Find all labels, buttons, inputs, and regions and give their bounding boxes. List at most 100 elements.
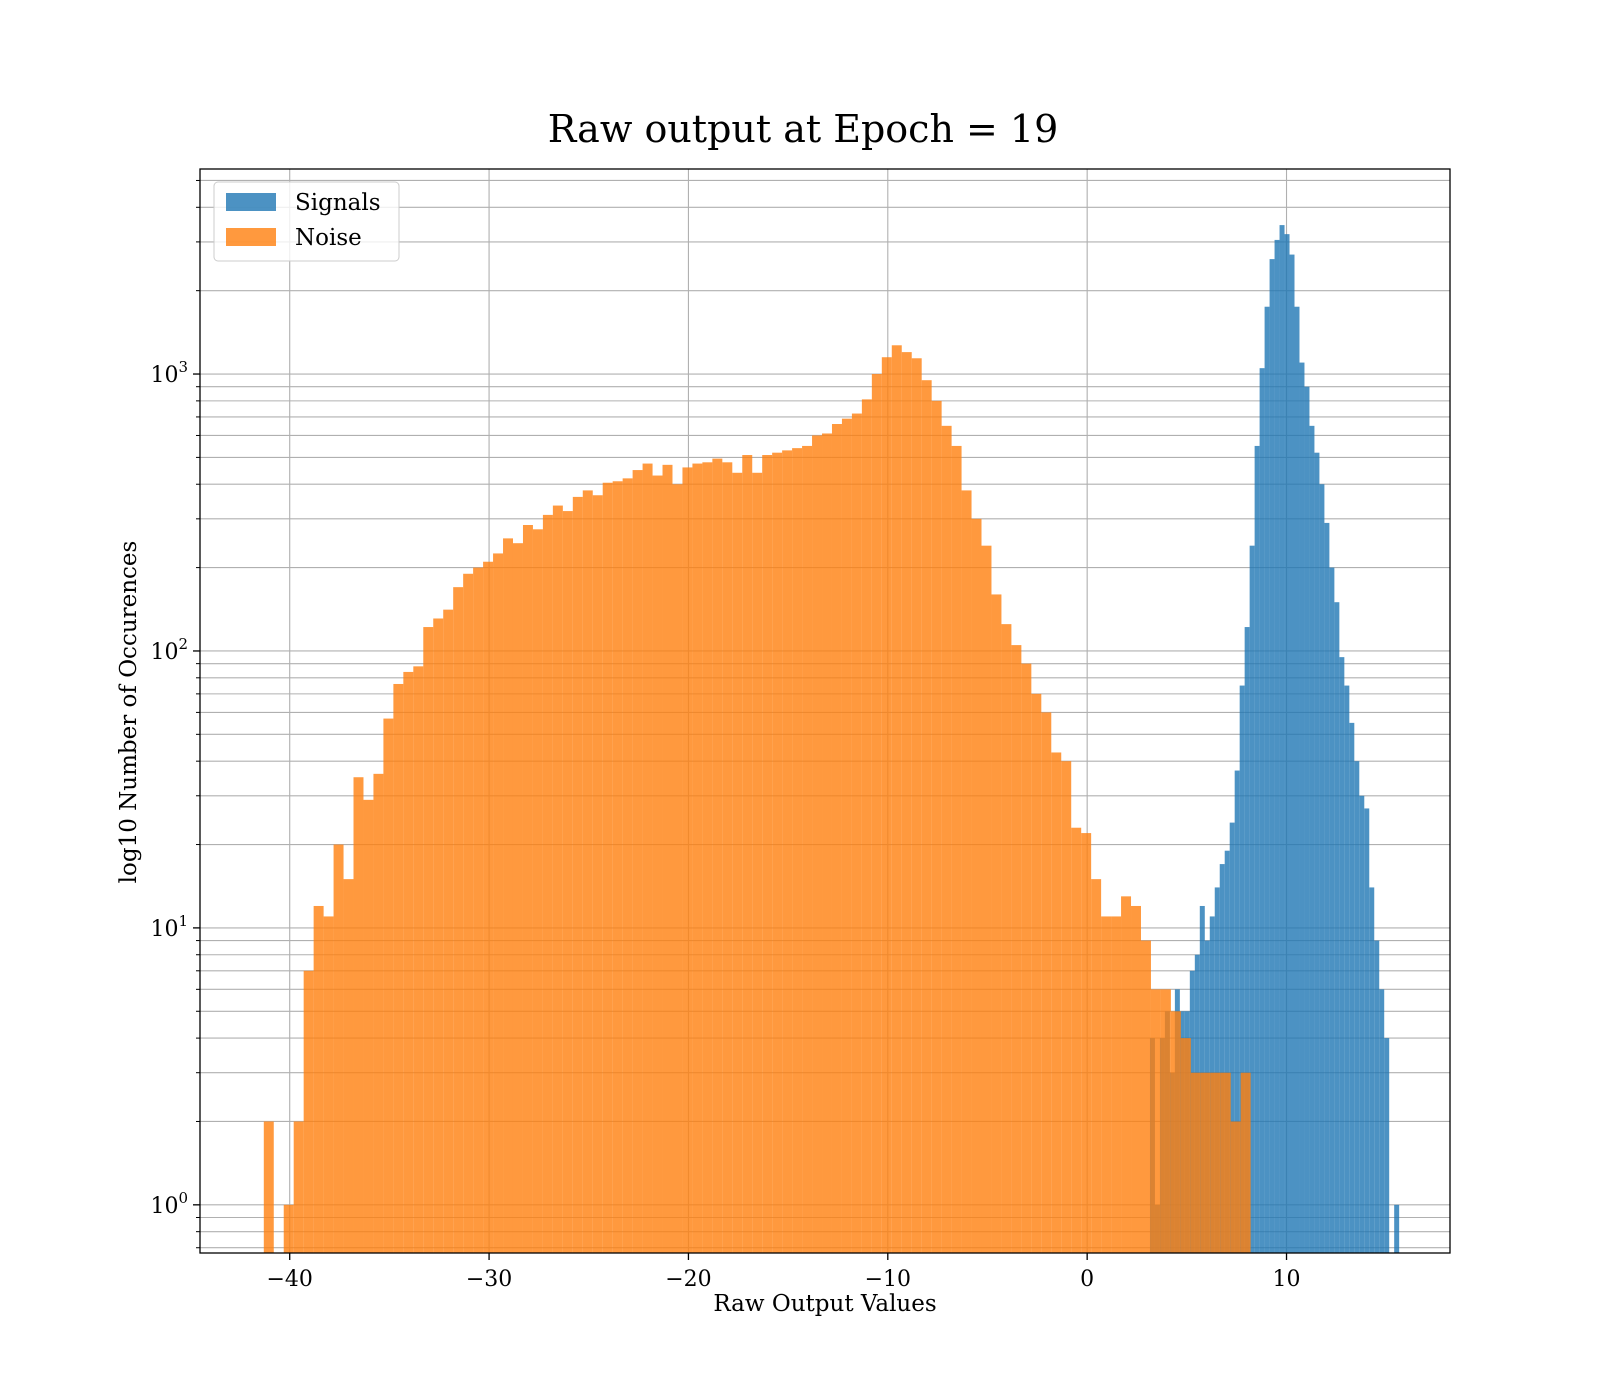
bar-signals: [1294, 306, 1300, 1253]
bar-signals: [1274, 239, 1280, 1254]
bar-noise: [1061, 761, 1072, 1253]
bar-signals: [1289, 254, 1295, 1253]
bar-noise: [1190, 1072, 1201, 1253]
bar-noise: [622, 478, 633, 1254]
bar-noise: [812, 435, 823, 1253]
bar-noise: [752, 472, 763, 1253]
x-tick-label: −10: [865, 1267, 911, 1292]
bar-noise: [443, 609, 454, 1253]
bar-noise: [682, 467, 693, 1253]
bar-noise: [971, 518, 982, 1253]
bar-noise: [941, 425, 952, 1253]
plot-frame: [199, 168, 1451, 1254]
bar-noise: [453, 587, 464, 1253]
bar-signals: [1249, 545, 1255, 1253]
bar-noise: [831, 424, 842, 1253]
bar-noise: [1170, 1011, 1181, 1253]
bar-signals: [1219, 864, 1225, 1253]
bar-noise: [702, 462, 713, 1254]
bar-noise: [503, 538, 513, 1253]
bar-noise: [1200, 1072, 1211, 1253]
bar-signals: [1244, 627, 1250, 1253]
x-tick-label: 10: [1273, 1267, 1301, 1292]
bar-noise: [772, 452, 783, 1254]
bar-noise: [483, 561, 494, 1253]
y-axis-label: log10 Number of Occurences: [116, 541, 142, 884]
x-axis-label: Raw Output Values: [713, 1291, 936, 1317]
bar-noise: [532, 529, 543, 1253]
bar-signals: [1229, 822, 1235, 1253]
bar-noise: [861, 399, 872, 1253]
bar-signals: [1224, 850, 1230, 1253]
bar-noise: [1220, 1072, 1231, 1253]
histogram-bars: [263, 225, 1400, 1254]
bar-noise: [1121, 896, 1132, 1253]
bar-signals: [1349, 722, 1355, 1253]
bar-noise: [961, 490, 972, 1253]
bar-noise: [572, 496, 583, 1253]
bar-signals: [1264, 306, 1270, 1253]
bar-noise: [822, 433, 832, 1253]
bar-signals: [1319, 484, 1325, 1254]
bar-signals: [1354, 761, 1360, 1253]
bar-noise: [1101, 916, 1112, 1253]
bar-signals: [1309, 425, 1315, 1253]
bar-signals: [1344, 685, 1350, 1253]
bar-noise: [1021, 663, 1032, 1253]
bar-noise: [802, 445, 813, 1253]
bar-noise: [1011, 645, 1022, 1253]
bar-noise: [1180, 1038, 1191, 1253]
bar-signals: [1364, 808, 1370, 1253]
bar-noise: [373, 773, 384, 1253]
bar-signals: [1329, 567, 1335, 1253]
bar-noise: [423, 627, 434, 1253]
bar-noise: [592, 495, 603, 1253]
chart-title: Raw output at Epoch = 19: [548, 107, 1059, 151]
legend-label-signals: Signals: [295, 190, 381, 216]
bar-noise: [782, 450, 793, 1253]
y-tick-label: 103: [150, 358, 188, 388]
bar-noise: [383, 718, 394, 1253]
bar-noise: [283, 1204, 294, 1253]
bar-noise: [1140, 940, 1151, 1253]
y-tick-label: 101: [150, 912, 188, 942]
bar-noise: [792, 448, 803, 1254]
bar-noise: [612, 481, 623, 1253]
bar-signals: [1214, 887, 1220, 1253]
legend-swatch-noise: [226, 228, 276, 246]
bar-noise: [562, 511, 573, 1253]
bar-noise: [333, 844, 344, 1253]
bar-signals: [1369, 887, 1375, 1253]
bar-noise: [1091, 879, 1102, 1253]
bar-noise: [343, 879, 354, 1253]
bar-signals: [1334, 602, 1340, 1253]
bar-noise: [512, 543, 523, 1253]
bar-noise: [1071, 827, 1082, 1253]
bar-noise: [911, 358, 922, 1253]
bar-noise: [1111, 916, 1122, 1253]
bar-noise: [891, 345, 902, 1253]
legend-swatch-signals: [226, 193, 276, 211]
bar-noise: [1001, 624, 1012, 1253]
x-tick-label: −20: [665, 1267, 711, 1292]
bar-signals: [1379, 989, 1385, 1253]
bar-noise: [732, 472, 743, 1253]
bar-noise: [1131, 905, 1141, 1253]
x-tick-label: 0: [1080, 1267, 1094, 1292]
bar-noise: [323, 916, 334, 1253]
bar-noise: [841, 418, 852, 1253]
bar-signals: [1284, 234, 1290, 1253]
bar-noise: [313, 905, 324, 1253]
bar-noise: [393, 683, 404, 1253]
bar-noise: [662, 464, 673, 1254]
bar-noise: [1081, 833, 1092, 1253]
bar-noise: [981, 545, 992, 1253]
bar-noise: [642, 463, 653, 1253]
bar-noise: [901, 352, 912, 1253]
bar-signals: [1394, 1204, 1400, 1253]
bar-noise: [692, 463, 703, 1253]
bar-signals: [1359, 795, 1365, 1253]
bar-noise: [1051, 752, 1062, 1253]
bar-signals: [1254, 445, 1260, 1253]
bar-noise: [632, 470, 643, 1254]
